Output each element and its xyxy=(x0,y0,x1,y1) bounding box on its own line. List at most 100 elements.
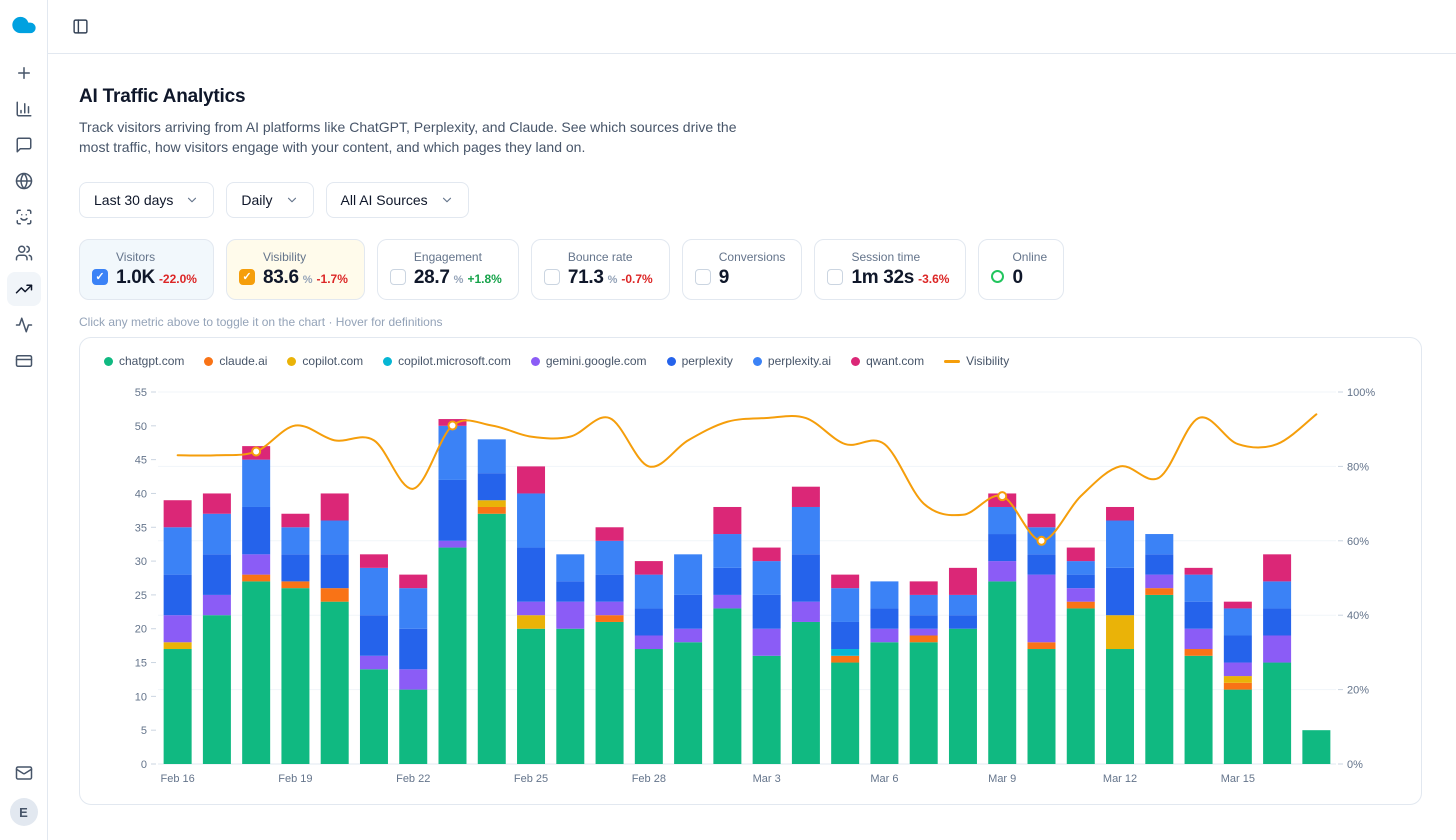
legend-item-perplexity-ai[interactable]: perplexity.ai xyxy=(752,354,831,368)
bar-segment-perplexity-ai[interactable] xyxy=(752,561,781,595)
bar-segment-gemini-google-com[interactable] xyxy=(988,561,1017,582)
bar-segment-chatgpt-com[interactable] xyxy=(988,581,1017,764)
metric-card-engagement[interactable]: Engagement 28.7% +1.8% xyxy=(376,239,519,300)
granularity-select[interactable]: Daily xyxy=(226,182,314,218)
bar-segment-claude-ai[interactable] xyxy=(1223,682,1252,690)
bar-segment-perplexity-ai[interactable] xyxy=(1106,520,1135,568)
bar-segment-chatgpt-com[interactable] xyxy=(909,642,938,764)
bar-segment-gemini-google-com[interactable] xyxy=(752,628,781,656)
bar-segment-perplexity[interactable] xyxy=(242,506,271,555)
visibility-marker[interactable] xyxy=(251,446,262,457)
bar-segment-chatgpt-com[interactable] xyxy=(1106,649,1135,764)
bar-segment-perplexity-ai[interactable] xyxy=(791,506,820,555)
bar-segment-gemini-google-com[interactable] xyxy=(634,635,663,650)
bar-segment-qwant-com[interactable] xyxy=(1184,567,1213,575)
bar-segment-gemini-google-com[interactable] xyxy=(1027,574,1056,643)
legend-item-chatgpt-com[interactable]: chatgpt.com xyxy=(104,354,184,368)
legend-item-gemini-google-com[interactable]: gemini.google.com xyxy=(530,354,647,368)
bar-segment-qwant-com[interactable] xyxy=(1263,554,1292,582)
date-range-select[interactable]: Last 30 days xyxy=(79,182,215,218)
metric-checkbox-engagement[interactable] xyxy=(389,269,406,285)
source-select[interactable]: All AI Sources xyxy=(325,182,469,218)
bar-segment-chatgpt-com[interactable] xyxy=(1223,689,1252,764)
bar-segment-gemini-google-com[interactable] xyxy=(1184,628,1213,650)
bar-segment-chatgpt-com[interactable] xyxy=(791,621,820,764)
bar-segment-chatgpt-com[interactable] xyxy=(399,689,428,764)
bar-segment-chatgpt-com[interactable] xyxy=(870,642,899,764)
bar-segment-perplexity-ai[interactable] xyxy=(517,493,546,548)
bar-segment-perplexity-ai[interactable] xyxy=(320,520,349,555)
bar-segment-perplexity[interactable] xyxy=(517,547,546,602)
bar-segment-perplexity[interactable] xyxy=(359,615,388,656)
bar-segment-gemini-google-com[interactable] xyxy=(163,615,192,643)
bar-segment-perplexity-ai[interactable] xyxy=(831,588,860,622)
bar-segment-chatgpt-com[interactable] xyxy=(713,608,742,764)
bar-segment-claude-ai[interactable] xyxy=(320,588,349,602)
bar-segment-chatgpt-com[interactable] xyxy=(517,628,546,764)
bar-segment-perplexity[interactable] xyxy=(595,574,624,602)
bar-segment-claude-ai[interactable] xyxy=(1066,601,1095,609)
bar-segment-claude-ai[interactable] xyxy=(281,581,310,589)
bar-segment-perplexity[interactable] xyxy=(948,615,977,629)
bar-segment-gemini-google-com[interactable] xyxy=(713,594,742,609)
sidebar-item-activity[interactable] xyxy=(7,308,41,342)
bar-segment-chatgpt-com[interactable] xyxy=(281,588,310,764)
bar-segment-perplexity-ai[interactable] xyxy=(674,554,703,595)
bar-segment-perplexity[interactable] xyxy=(1066,574,1095,589)
bar-segment-perplexity-ai[interactable] xyxy=(477,439,506,474)
bar-segment-perplexity[interactable] xyxy=(634,608,663,636)
visibility-marker[interactable] xyxy=(1036,535,1047,546)
bar-segment-gemini-google-com[interactable] xyxy=(1223,662,1252,677)
bar-segment-perplexity-ai[interactable] xyxy=(281,527,310,555)
bar-segment-claude-ai[interactable] xyxy=(477,506,506,514)
sidebar-item-web[interactable] xyxy=(7,164,41,198)
bar-segment-perplexity[interactable] xyxy=(1106,567,1135,616)
bar-segment-perplexity[interactable] xyxy=(163,574,192,616)
bar-segment-chatgpt-com[interactable] xyxy=(674,642,703,764)
bar-segment-claude-ai[interactable] xyxy=(1184,649,1213,656)
bar-segment-perplexity-ai[interactable] xyxy=(1223,608,1252,636)
bar-segment-perplexity[interactable] xyxy=(477,473,506,501)
bar-segment-gemini-google-com[interactable] xyxy=(870,628,899,643)
bar-segment-perplexity-ai[interactable] xyxy=(870,581,899,609)
bar-segment-qwant-com[interactable] xyxy=(320,493,349,521)
legend-item-copilot-microsoft-com[interactable]: copilot.microsoft.com xyxy=(383,354,511,368)
bar-segment-qwant-com[interactable] xyxy=(1106,506,1135,521)
metric-card-online[interactable]: Online 0 xyxy=(978,239,1065,300)
bar-segment-perplexity[interactable] xyxy=(202,554,231,595)
bar-segment-gemini-google-com[interactable] xyxy=(399,669,428,690)
metric-card-bounce-rate[interactable]: Bounce rate 71.3% -0.7% xyxy=(530,239,670,300)
bar-segment-perplexity-ai[interactable] xyxy=(634,574,663,609)
bar-segment-chatgpt-com[interactable] xyxy=(948,628,977,764)
bar-segment-chatgpt-com[interactable] xyxy=(242,581,271,764)
bar-segment-perplexity-ai[interactable] xyxy=(595,540,624,575)
legend-item-perplexity[interactable]: perplexity xyxy=(666,354,733,368)
bar-segment-perplexity-ai[interactable] xyxy=(556,554,585,582)
bar-segment-chatgpt-com[interactable] xyxy=(1145,594,1174,764)
bar-segment-perplexity[interactable] xyxy=(674,594,703,629)
bar-segment-perplexity-ai[interactable] xyxy=(909,594,938,616)
bar-segment-chatgpt-com[interactable] xyxy=(752,655,781,764)
bar-segment-gemini-google-com[interactable] xyxy=(242,554,271,575)
bar-segment-perplexity[interactable] xyxy=(438,479,467,541)
metric-card-visitors[interactable]: ✓ Visitors 1.0K -22.0% xyxy=(79,239,214,300)
bar-segment-gemini-google-com[interactable] xyxy=(1066,588,1095,602)
sidebar-item-new[interactable] xyxy=(7,56,41,90)
sidebar-item-mail[interactable] xyxy=(7,756,41,790)
metric-checkbox-bounce-rate[interactable] xyxy=(543,269,560,285)
bar-segment-qwant-com[interactable] xyxy=(163,500,192,528)
legend-item-copilot-com[interactable]: copilot.com xyxy=(287,354,363,368)
bar-segment-qwant-com[interactable] xyxy=(517,466,546,494)
bar-segment-chatgpt-com[interactable] xyxy=(831,662,860,764)
bar-segment-qwant-com[interactable] xyxy=(281,513,310,528)
bar-segment-perplexity-ai[interactable] xyxy=(948,594,977,616)
bar-segment-qwant-com[interactable] xyxy=(948,567,977,595)
bar-segment-perplexity[interactable] xyxy=(320,554,349,589)
bar-segment-gemini-google-com[interactable] xyxy=(359,655,388,670)
bar-segment-chatgpt-com[interactable] xyxy=(595,621,624,764)
bar-segment-copilot-com[interactable] xyxy=(517,615,546,629)
bar-segment-claude-ai[interactable] xyxy=(1145,588,1174,595)
bar-segment-perplexity[interactable] xyxy=(1263,608,1292,636)
bar-segment-perplexity-ai[interactable] xyxy=(1263,581,1292,609)
bar-segment-chatgpt-com[interactable] xyxy=(556,628,585,764)
